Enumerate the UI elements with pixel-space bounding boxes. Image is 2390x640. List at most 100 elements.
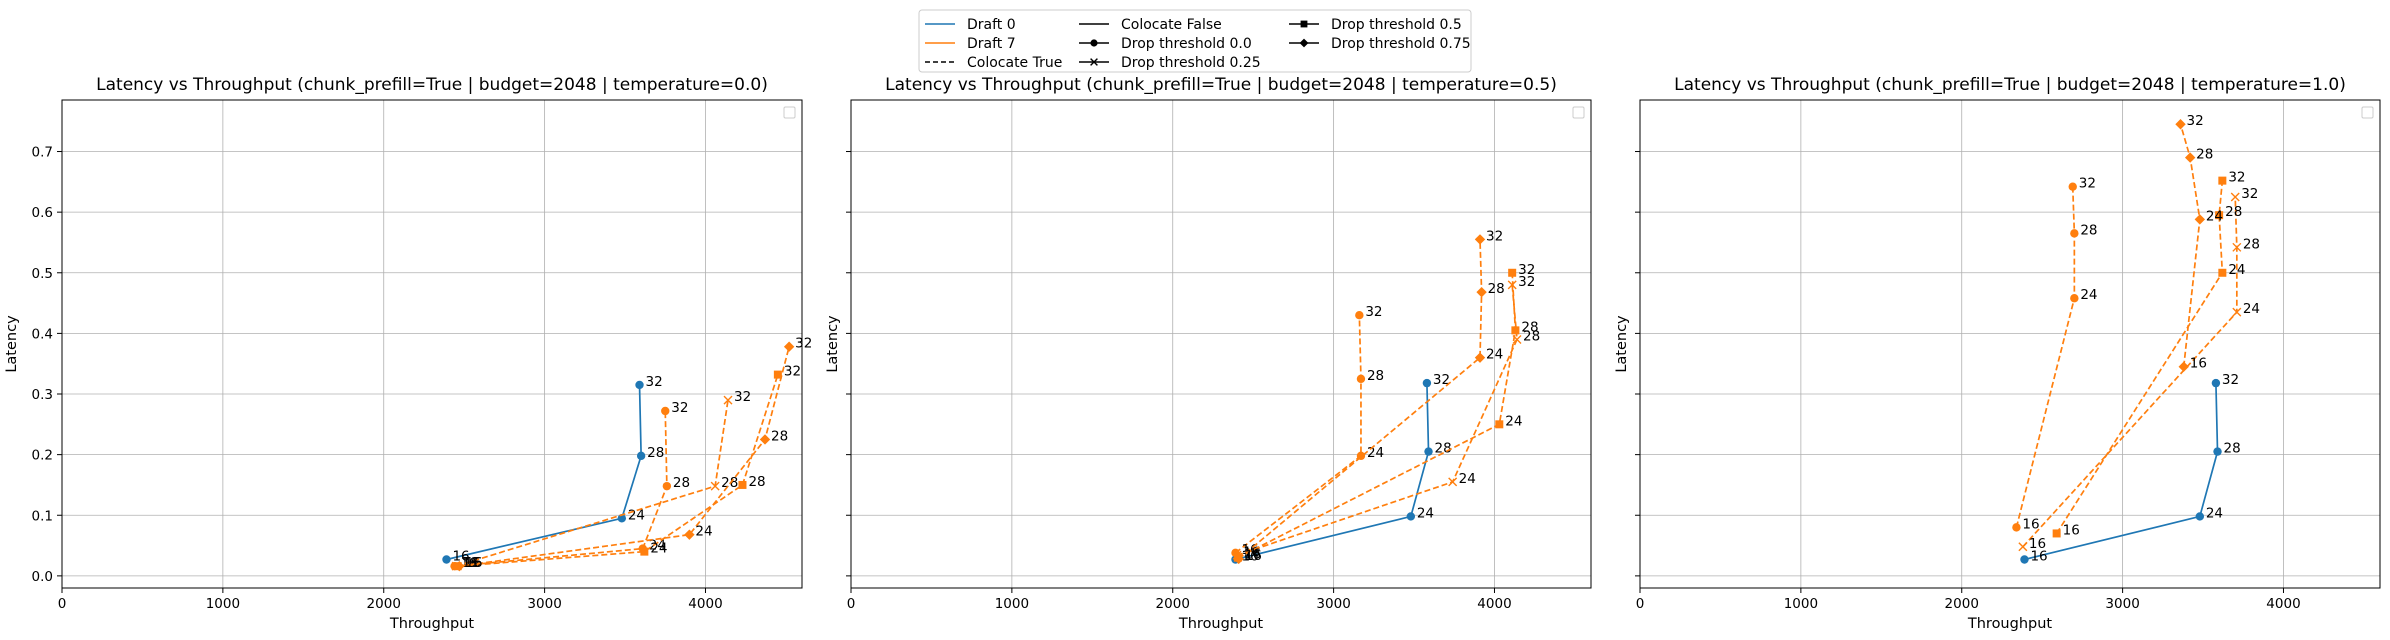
series-line [1237, 272, 1517, 559]
data-point-circle [2070, 294, 2079, 303]
axes-frame [850, 99, 1592, 589]
data-label: 32 [795, 336, 812, 352]
data-label: 16 [2022, 516, 2039, 532]
series-draft7-drop-0: 16 24 28 32 [2012, 176, 2098, 532]
data-label: 16 [452, 549, 469, 565]
axes-frame [61, 99, 803, 589]
chart-title: Latency vs Throughput (chunk_prefill=Tru… [1674, 75, 2346, 95]
legend-label: Colocate False [1121, 17, 1222, 33]
data-point-square [640, 547, 649, 556]
data-point-x [2232, 307, 2242, 317]
data-point-circle [1355, 311, 1364, 320]
data-label: 32 [2187, 113, 2204, 129]
legend-label: Draft 7 [967, 36, 1016, 52]
data-point-square [1495, 420, 1504, 429]
legend-marker-square-icon [1300, 20, 1308, 28]
data-label: 28 [1488, 281, 1505, 297]
data-point-circle [1406, 512, 1416, 521]
y-tick-label: 0.7 [32, 145, 53, 161]
data-label: 24 [1459, 471, 1476, 487]
data-label: 32 [1433, 372, 1450, 388]
legend-label: Draft 0 [967, 17, 1016, 33]
series-line [2022, 196, 2238, 548]
data-label: 32 [1518, 274, 1535, 290]
data-point-circle [2068, 182, 2077, 191]
data-point-x [2018, 542, 2028, 552]
data-label: 24 [1417, 505, 1434, 521]
data-point-diamond [2175, 119, 2186, 130]
data-point-diamond [454, 560, 465, 572]
legend-label: Drop threshold 0.5 [1331, 17, 1462, 33]
series-line [2055, 180, 2224, 534]
data-label: 32 [2241, 186, 2258, 202]
data-label: 16 [465, 555, 482, 571]
data-point-circle [2211, 378, 2221, 388]
data-label: 32 [734, 389, 751, 405]
series-line [454, 410, 668, 568]
chart-panel: Latency vs Throughput (chunk_prefill=Tru… [4, 75, 812, 632]
legend-item: Drop threshold 0.5 [1289, 17, 1462, 33]
data-point-square [773, 370, 782, 379]
data-point-diamond [783, 341, 795, 352]
y-tick-label: 0.1 [32, 508, 53, 524]
data-label: 24 [1505, 413, 1522, 429]
y-axis-label: Latency [825, 315, 841, 373]
x-tick-label: 1000 [1784, 596, 1818, 612]
data-point-circle [635, 380, 644, 390]
x-tick-label: 4000 [1477, 596, 1511, 612]
data-label: 28 [2196, 147, 2213, 163]
data-label: 24 [649, 538, 666, 554]
legend-item: Draft 0 [925, 17, 1016, 33]
legend-label: Drop threshold 0.25 [1121, 55, 1261, 71]
series-draft7-drop-0: 16 24 28 32 [450, 400, 690, 571]
data-point-diamond [2184, 152, 2196, 163]
data-point-diamond [759, 434, 771, 445]
data-label: 24 [650, 541, 667, 557]
data-label: 32 [2228, 170, 2245, 186]
data-label: 32 [784, 364, 801, 380]
data-label: 24 [1367, 445, 1384, 461]
data-point-x [723, 395, 733, 405]
legend-item: Colocate True [925, 55, 1062, 71]
series-draft7-drop-0.75: 16 24 28 32 [2175, 113, 2223, 372]
data-point-square [738, 480, 747, 489]
data-point-diamond [2178, 361, 2189, 372]
empty-legend-box [783, 106, 796, 119]
x-tick-label: 0 [58, 596, 67, 612]
legend-marker-x-icon [1090, 58, 1098, 66]
data-point-circle [1424, 447, 1433, 456]
data-point-square [1511, 326, 1520, 335]
series-draft7-drop-0.5: 16 24 28 32 [1233, 262, 1539, 563]
data-point-circle [2012, 523, 2021, 532]
data-point-square [2052, 529, 2061, 538]
x-tick-label: 0 [1636, 596, 1645, 612]
data-label: 28 [2080, 222, 2097, 238]
data-point-circle [2195, 512, 2205, 521]
y-axis-label: Latency [1614, 315, 1630, 373]
data-label: 32 [1486, 228, 1503, 244]
series-line [1236, 284, 1518, 557]
data-label: 24 [695, 524, 712, 540]
data-label: 24 [2080, 287, 2097, 303]
data-point-circle [1422, 378, 1432, 388]
legend-marker-circle-icon [1090, 39, 1098, 47]
data-point-x [2230, 192, 2240, 202]
series-draft7-drop-0.75: 16 24 28 32 [1233, 228, 1505, 565]
y-tick-label: 0.4 [32, 326, 53, 342]
x-tick-label: 4000 [2266, 596, 2300, 612]
x-tick-label: 1000 [206, 596, 240, 612]
series-line [2015, 186, 2076, 528]
series-draft0-drop-0: 16 24 28 32 [2020, 372, 2241, 565]
data-label: 32 [671, 400, 688, 416]
x-tick-label: 3000 [527, 596, 561, 612]
data-label: 16 [1245, 548, 1262, 564]
x-tick-label: 2000 [1945, 596, 1979, 612]
data-label: 24 [2228, 262, 2245, 278]
series-line [1238, 239, 1483, 560]
data-point-diamond [1476, 286, 1487, 298]
series-line [446, 384, 642, 561]
